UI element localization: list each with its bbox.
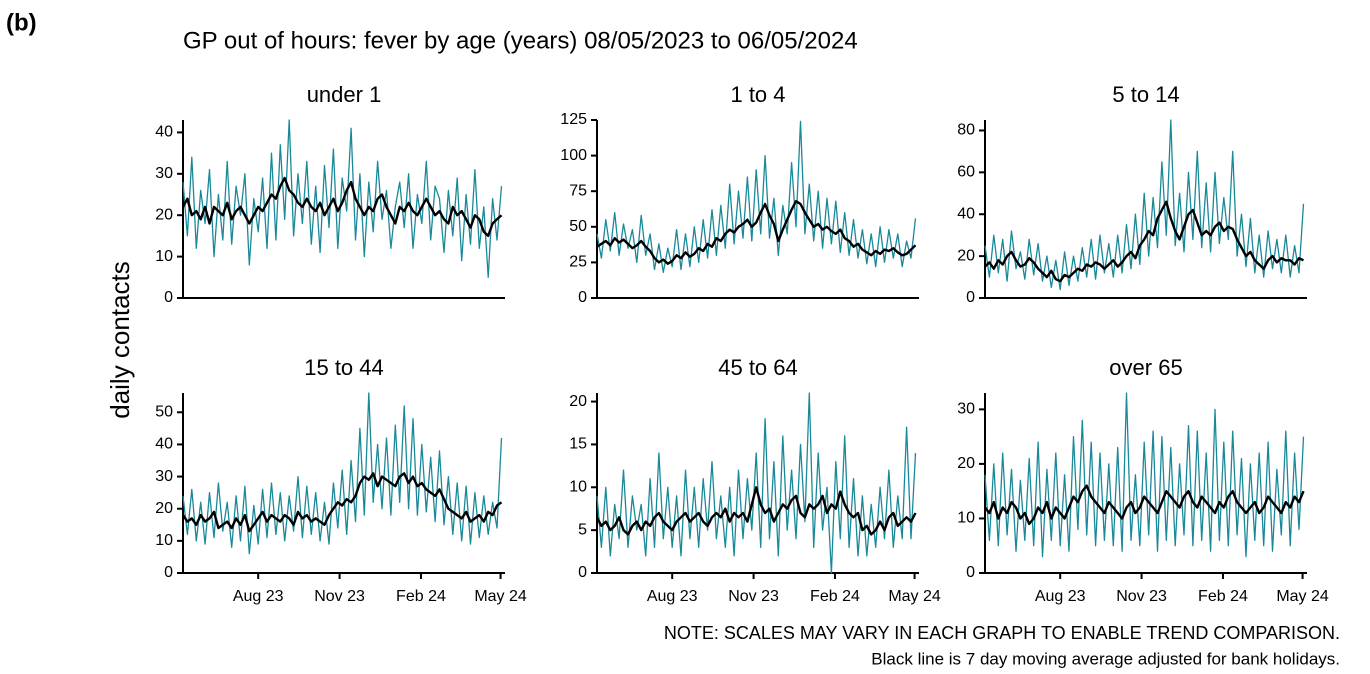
note: Black line is 7 day moving average adjus… — [871, 649, 1340, 668]
y-tick-label: 20 — [957, 247, 975, 264]
x-tick-label: Feb 24 — [396, 588, 446, 605]
x-tick-label: Aug 23 — [1035, 588, 1086, 605]
panel-title: under 1 — [307, 82, 382, 107]
data-line — [596, 120, 917, 274]
data-line — [596, 200, 917, 265]
y-tick-label: 0 — [966, 564, 975, 581]
note: NOTE: SCALES MAY VARY IN EACH GRAPH TO E… — [664, 623, 1340, 643]
data-line — [182, 472, 503, 533]
y-tick-label: 20 — [155, 500, 173, 517]
y-tick-label: 0 — [578, 564, 587, 581]
y-tick-label: 0 — [578, 289, 587, 306]
y-tick-label: 40 — [957, 205, 975, 222]
data-line — [984, 484, 1305, 526]
x-tick-label: Aug 23 — [233, 588, 284, 605]
y-tick-label: 0 — [164, 289, 173, 306]
y-tick-label: 10 — [569, 479, 587, 496]
y-tick-label: 0 — [164, 564, 173, 581]
panel-title: 5 to 14 — [1112, 82, 1179, 107]
y-tick-label: 100 — [560, 147, 587, 164]
x-tick-label: Feb 24 — [1198, 588, 1248, 605]
panel-title: 45 to 64 — [718, 355, 798, 380]
chart-title: GP out of hours: fever by age (years) 08… — [183, 27, 858, 54]
x-tick-label: Aug 23 — [647, 588, 698, 605]
x-tick-label: Nov 23 — [314, 588, 365, 605]
y-tick-label: 125 — [560, 111, 587, 128]
x-tick-label: Nov 23 — [1116, 588, 1167, 605]
y-tick-label: 20 — [957, 455, 975, 472]
x-tick-label: May 24 — [474, 588, 527, 605]
y-tick-label: 20 — [155, 206, 173, 223]
data-line — [595, 486, 917, 536]
y-tick-label: 25 — [569, 254, 587, 271]
data-line — [182, 119, 503, 278]
y-tick-label: 60 — [957, 164, 975, 181]
y-tick-label: 30 — [155, 468, 173, 485]
y-tick-label: 20 — [569, 393, 587, 410]
data-line — [596, 392, 917, 574]
data-line — [984, 119, 1305, 291]
x-tick-label: Nov 23 — [728, 588, 779, 605]
panel-label: (b) — [6, 9, 37, 36]
panel-title: 1 to 4 — [730, 82, 785, 107]
y-tick-label: 50 — [155, 404, 173, 421]
y-tick-label: 40 — [155, 124, 173, 141]
data-line — [984, 392, 1305, 558]
y-tick-label: 0 — [966, 289, 975, 306]
x-tick-label: May 24 — [1276, 588, 1329, 605]
y-tick-label: 50 — [569, 218, 587, 235]
y-tick-label: 30 — [957, 401, 975, 418]
panel-title: over 65 — [1109, 355, 1182, 380]
y-tick-label: 10 — [155, 532, 173, 549]
y-tick-label: 10 — [155, 248, 173, 265]
data-line — [984, 200, 1305, 283]
y-tick-label: 30 — [155, 165, 173, 182]
y-tick-label: 40 — [155, 436, 173, 453]
y-tick-label: 5 — [578, 521, 587, 538]
data-line — [181, 176, 503, 238]
y-tick-label: 10 — [957, 510, 975, 527]
x-tick-label: Feb 24 — [810, 588, 860, 605]
panel-title: 15 to 44 — [304, 355, 384, 380]
data-line — [182, 392, 503, 555]
y-tick-label: 15 — [569, 436, 587, 453]
y-axis-label: daily contacts — [105, 261, 135, 419]
x-tick-label: May 24 — [888, 588, 941, 605]
y-tick-label: 75 — [569, 182, 587, 199]
y-tick-label: 80 — [957, 122, 975, 139]
